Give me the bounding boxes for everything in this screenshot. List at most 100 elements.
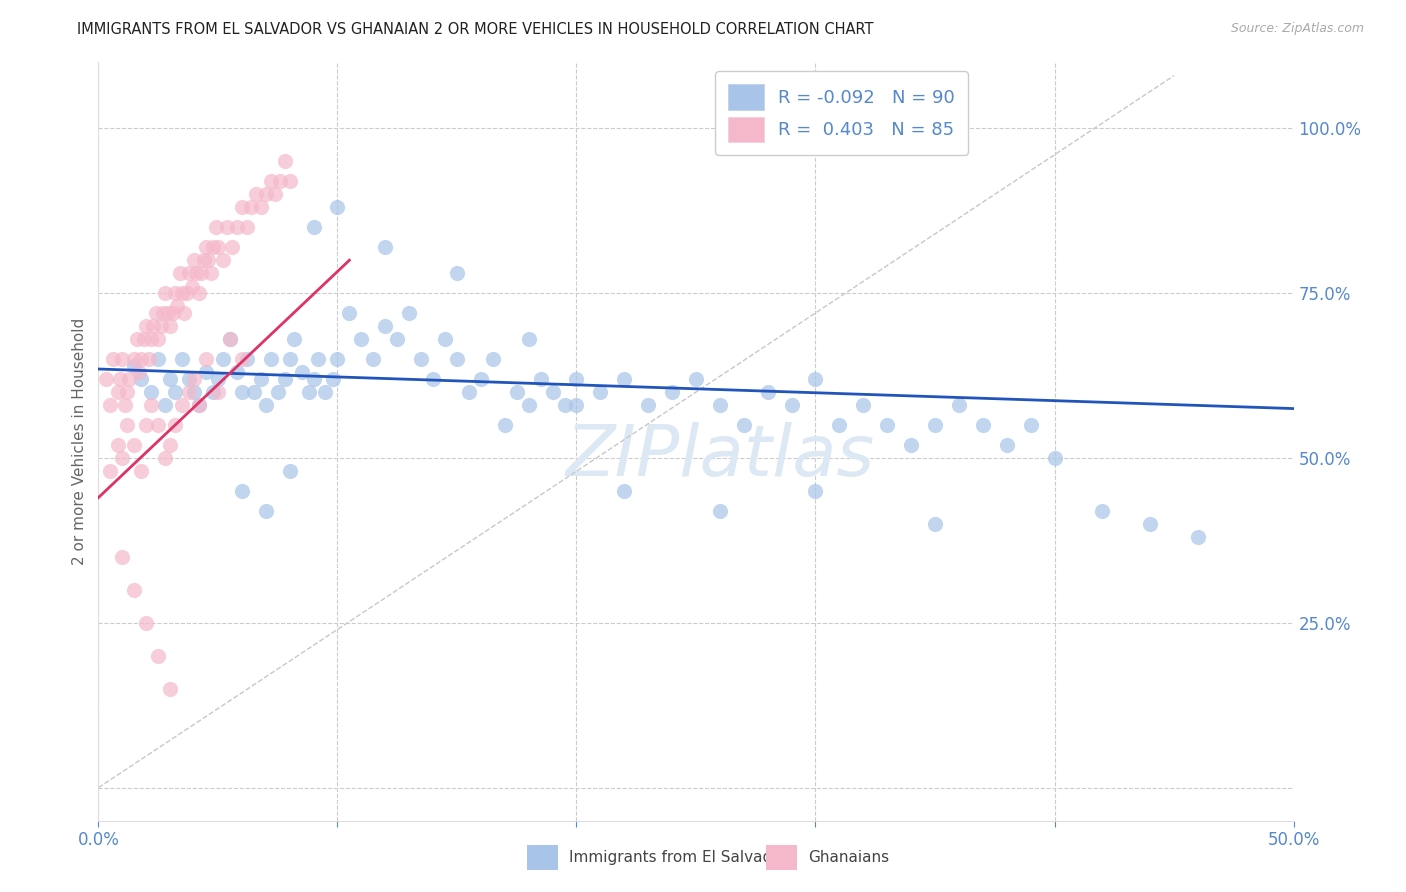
Point [221, 240, 243, 254]
Point [972, 418, 994, 433]
Point [589, 385, 612, 400]
Point [159, 319, 181, 334]
Point [139, 398, 162, 412]
Y-axis label: 2 or more Vehicles in Household: 2 or more Vehicles in Household [72, 318, 87, 566]
Point [142, 319, 165, 334]
Point [995, 438, 1018, 452]
Text: ZIPlatlas: ZIPlatlas [565, 422, 875, 491]
Point [159, 372, 181, 386]
Point [226, 220, 249, 235]
Point [326, 201, 349, 215]
Point [135, 418, 157, 433]
Point [187, 286, 209, 301]
Point [200, 267, 222, 281]
Point [163, 418, 186, 433]
Point [159, 438, 181, 452]
Point [541, 385, 564, 400]
Point [565, 398, 588, 412]
Point [98, 464, 122, 478]
Point [163, 286, 186, 301]
Point [148, 418, 170, 433]
Point [231, 201, 253, 215]
Point [709, 504, 731, 518]
Point [152, 306, 174, 320]
Point [828, 418, 851, 433]
Point [363, 352, 385, 367]
Point [155, 398, 177, 412]
Point [155, 286, 177, 301]
Point [179, 267, 201, 281]
Point [145, 306, 167, 320]
Point [661, 385, 683, 400]
Point [173, 306, 195, 320]
Point [307, 352, 329, 367]
Point [1043, 450, 1066, 465]
Point [530, 372, 553, 386]
Point [278, 464, 301, 478]
Point [169, 267, 191, 281]
Point [733, 418, 755, 433]
Point [254, 398, 277, 412]
Point [202, 240, 225, 254]
Point [924, 418, 946, 433]
Point [278, 352, 301, 367]
Point [211, 253, 233, 268]
Point [204, 220, 226, 235]
Point [283, 332, 305, 346]
Point [98, 398, 122, 412]
Point [267, 385, 290, 400]
Point [156, 306, 179, 320]
Point [374, 240, 396, 254]
Point [107, 385, 129, 400]
Point [517, 332, 540, 346]
Point [243, 385, 266, 400]
Point [115, 385, 138, 400]
Point [207, 240, 229, 254]
Point [446, 352, 468, 367]
Point [149, 319, 172, 334]
Point [434, 332, 457, 346]
Point [250, 372, 273, 386]
Point [179, 372, 201, 386]
Point [1019, 418, 1042, 433]
Point [250, 201, 273, 215]
Point [637, 398, 659, 412]
Point [111, 549, 134, 564]
Point [506, 385, 529, 400]
Point [709, 398, 731, 412]
Point [274, 154, 297, 169]
Point [155, 450, 177, 465]
Point [254, 504, 277, 518]
Point [124, 582, 146, 597]
Point [219, 332, 242, 346]
Point [190, 267, 212, 281]
Point [187, 398, 209, 412]
Point [226, 365, 249, 379]
Point [231, 385, 253, 400]
Point [162, 306, 184, 320]
Point [924, 516, 946, 531]
Point [315, 385, 337, 400]
Point [159, 681, 181, 696]
Text: Immigrants from El Salvador: Immigrants from El Salvador [569, 850, 789, 864]
Point [385, 332, 409, 346]
Point [948, 398, 970, 412]
Point [481, 352, 505, 367]
Point [172, 352, 194, 367]
Point [131, 464, 153, 478]
Point [193, 253, 215, 268]
Text: Source: ZipAtlas.com: Source: ZipAtlas.com [1230, 22, 1364, 36]
Legend: R = -0.092   N = 90, R =  0.403   N = 85: R = -0.092 N = 90, R = 0.403 N = 85 [716, 71, 967, 155]
Point [458, 385, 481, 400]
Point [1187, 530, 1209, 544]
Point [138, 352, 160, 367]
Point [172, 398, 194, 412]
Point [131, 352, 153, 367]
Point [124, 359, 146, 373]
Point [114, 398, 136, 412]
Point [183, 372, 205, 386]
Text: Ghanaians: Ghanaians [808, 850, 890, 864]
Point [195, 240, 218, 254]
Point [278, 174, 301, 188]
Point [125, 332, 148, 346]
